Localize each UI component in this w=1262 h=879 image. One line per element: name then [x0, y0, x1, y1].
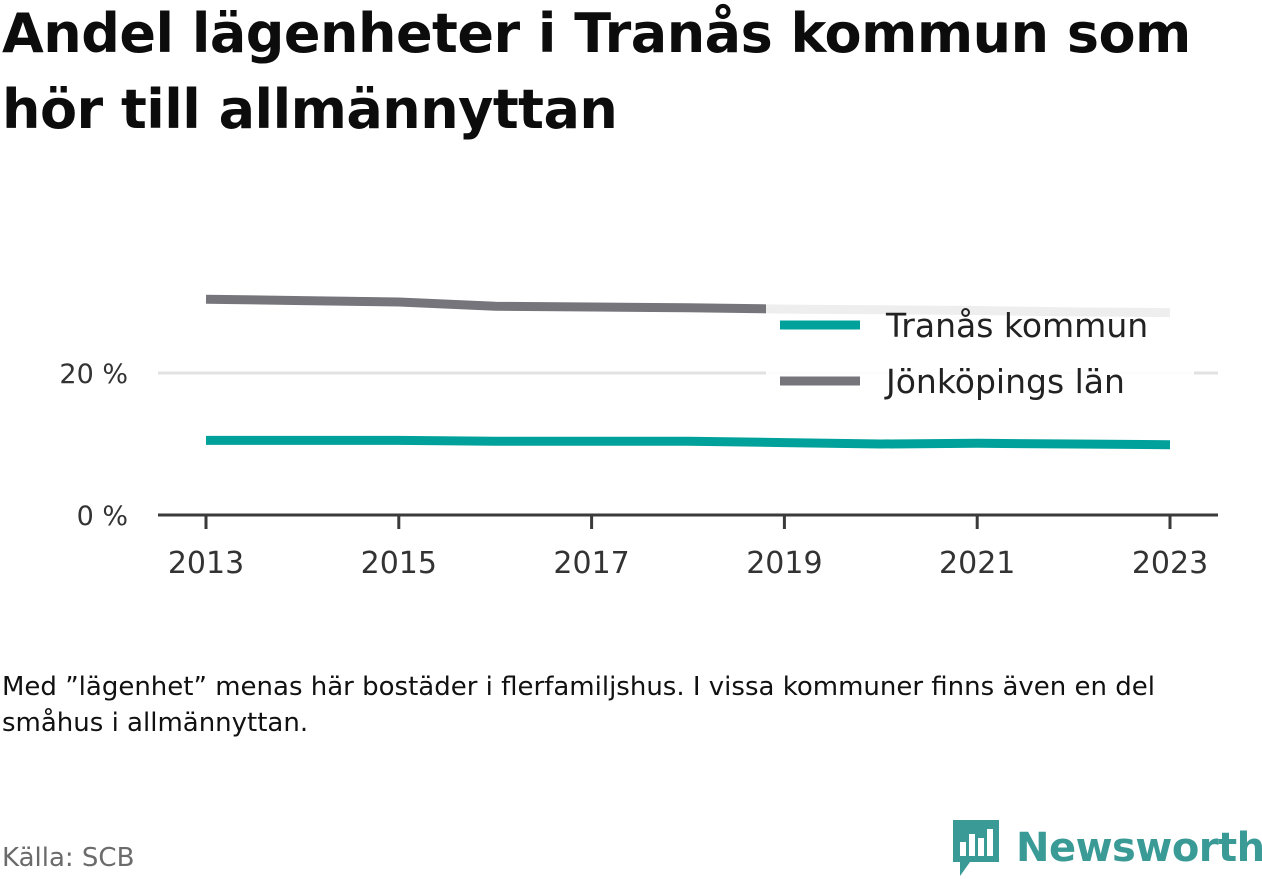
brand-name: Newsworthy — [1016, 825, 1262, 871]
brand[interactable]: Newsworthy — [950, 818, 1262, 878]
source-label: Källa: SCB — [2, 843, 135, 873]
x-tick-label: 2015 — [361, 546, 437, 581]
axis-layer: 0 % 20 % 2013 2015 2017 2019 2021 2023 — [59, 359, 1218, 581]
x-tick-label: 2013 — [168, 546, 244, 581]
x-tick-label: 2021 — [939, 546, 1015, 581]
x-tick-label: 2019 — [746, 546, 822, 581]
legend-label: Tranås kommun — [885, 306, 1148, 345]
x-tick-label: 2023 — [1132, 546, 1208, 581]
newsworthy-logo-icon — [953, 820, 999, 876]
y-tick-label: 0 % — [77, 501, 128, 532]
y-tick-label: 20 % — [59, 359, 128, 390]
chart-note: Med ”lägenhet” menas här bostäder i fler… — [2, 672, 1155, 738]
legend: Tranås kommun Jönköpings län — [766, 304, 1194, 408]
legend-label: Jönköpings län — [884, 362, 1125, 401]
chart-title: Andel lägenheter i Tranås kommun som hör… — [2, 2, 1191, 141]
series-line-tranas-kommun — [206, 435, 1171, 450]
x-tick-label: 2017 — [553, 546, 629, 581]
